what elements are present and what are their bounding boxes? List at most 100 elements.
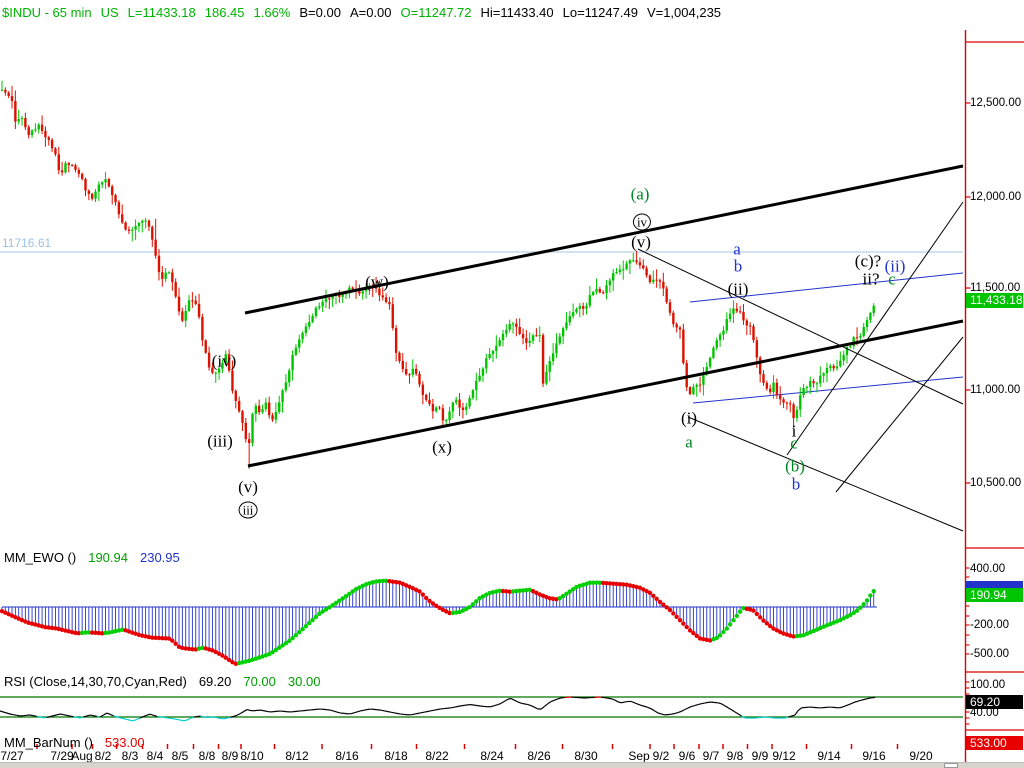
wave-label-x: (x) — [432, 437, 452, 457]
candle — [14, 101, 17, 122]
candle — [762, 374, 765, 383]
candle — [538, 335, 541, 337]
candle — [799, 395, 802, 410]
candle — [254, 405, 258, 414]
pct-change: 1.66% — [253, 5, 291, 20]
candle — [231, 370, 234, 391]
date-label: 7/27 — [0, 749, 24, 763]
candle — [204, 340, 207, 353]
candle — [181, 311, 184, 321]
ewo-secondary-value-box — [966, 581, 1023, 588]
date-label: 8/4 — [146, 749, 164, 763]
candle — [862, 327, 865, 336]
candle — [164, 272, 167, 279]
wave-label-iv: iv — [632, 213, 652, 231]
candle — [298, 339, 301, 348]
candle — [555, 343, 558, 354]
candle — [712, 347, 715, 358]
candle — [521, 333, 525, 339]
candle — [414, 368, 418, 374]
date-label: Sep — [628, 749, 650, 763]
candle — [855, 337, 859, 339]
candle — [10, 95, 14, 102]
open-price: O=11247.72 — [400, 5, 472, 20]
candle — [605, 285, 608, 294]
candle — [314, 307, 318, 316]
candle — [274, 411, 278, 420]
candle — [618, 269, 622, 272]
candle — [167, 272, 171, 274]
candle — [174, 282, 177, 297]
candle — [675, 324, 678, 328]
candle — [74, 165, 77, 170]
candle — [495, 345, 498, 352]
date-label: 8/30 — [574, 749, 598, 763]
candle — [648, 275, 652, 283]
barnum-name: MM_BarNum () — [4, 735, 93, 750]
candle — [682, 329, 685, 364]
candle — [715, 340, 718, 348]
candle — [137, 222, 141, 227]
candle — [581, 306, 585, 309]
candle — [839, 360, 842, 367]
candle — [561, 328, 565, 337]
candle — [662, 281, 665, 289]
candle — [832, 365, 835, 369]
candle — [344, 293, 348, 295]
candle — [742, 311, 745, 321]
candle — [531, 335, 535, 341]
candle — [378, 288, 381, 296]
high-price: Hi=11433.40 — [480, 5, 554, 20]
candle — [578, 306, 582, 309]
candle — [705, 366, 708, 375]
candle — [465, 406, 468, 410]
candle — [652, 279, 655, 283]
price-axis-label: 12,000.00 — [970, 191, 1022, 203]
candle — [211, 367, 214, 373]
candle — [822, 373, 825, 376]
rsi-value: 69.20 — [198, 674, 232, 689]
candle — [34, 129, 37, 131]
candle — [177, 296, 181, 312]
candle — [551, 353, 555, 362]
candle — [665, 288, 668, 303]
candle — [571, 312, 575, 317]
candle — [101, 182, 104, 185]
candle — [845, 347, 849, 356]
candle — [515, 323, 518, 327]
barnum-indicator-header: MM_BarNum () 533.00 — [4, 735, 145, 750]
last-price-axis-box: 11,433.18 — [966, 293, 1023, 308]
candle — [394, 328, 398, 353]
candle — [364, 288, 368, 292]
candle — [745, 320, 749, 326]
candle — [591, 291, 595, 296]
candle — [685, 363, 688, 388]
date-label: 8/12 — [285, 749, 309, 763]
candle — [207, 352, 211, 368]
wave-label-c: c — [790, 433, 798, 453]
candle — [708, 357, 712, 367]
scrollbar-thumb[interactable] — [944, 763, 958, 768]
candle — [324, 298, 328, 302]
candle — [508, 323, 511, 330]
candle — [865, 320, 869, 328]
candle — [308, 322, 311, 327]
horizontal-scrollbar[interactable] — [0, 762, 1024, 768]
date-label: 8/5 — [171, 749, 189, 763]
ewo-value: 190.94 — [88, 550, 128, 565]
candle — [311, 315, 314, 323]
candle — [418, 373, 421, 385]
candle — [491, 351, 495, 355]
candle — [117, 202, 121, 215]
candle — [301, 332, 304, 340]
candle — [351, 287, 354, 290]
ewo-axis-label: -500.00 — [970, 648, 1010, 660]
rsi-axis-label: 40.00 — [970, 707, 999, 719]
candle — [435, 407, 438, 412]
candle — [241, 411, 244, 423]
candle — [638, 262, 642, 266]
net-change: 186.45 — [204, 5, 245, 20]
candle — [485, 358, 488, 369]
